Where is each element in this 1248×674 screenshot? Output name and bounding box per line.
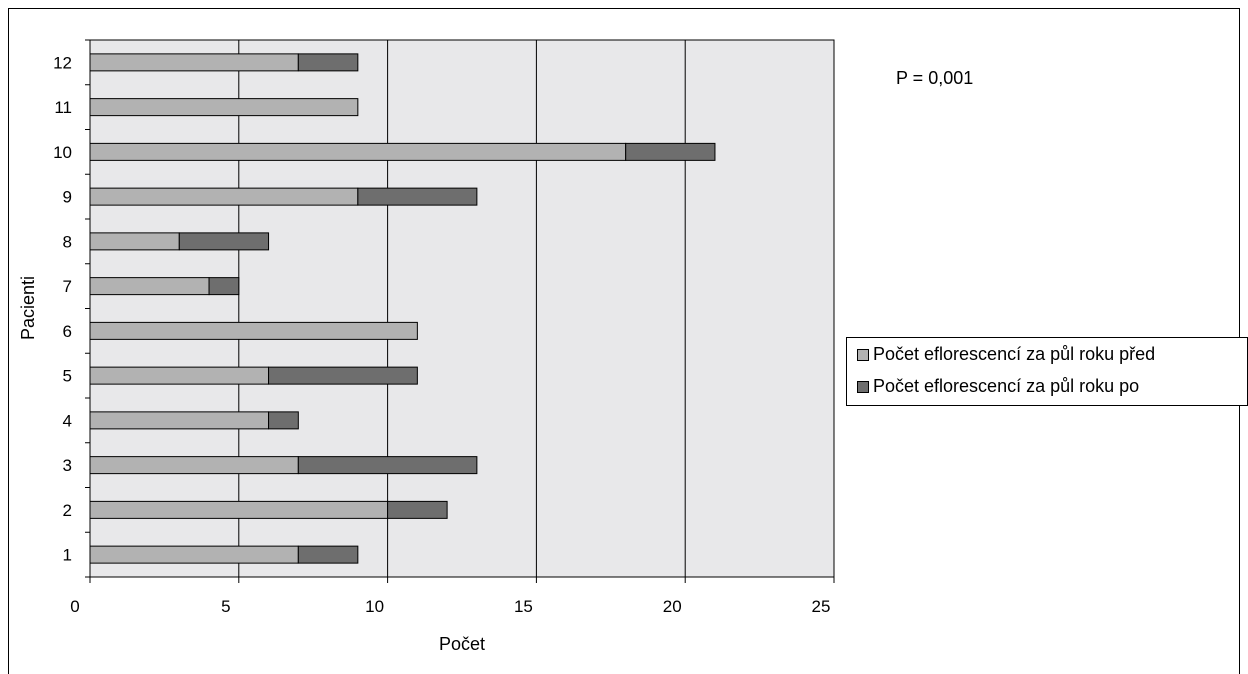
x-tick-label: 15 — [514, 597, 533, 616]
legend-swatch-before — [857, 348, 869, 361]
legend-label-after: Počet eflorescencí za půl roku po — [873, 376, 1140, 396]
y-tick-label: 8 — [63, 232, 72, 251]
y-axis-title: Pacienti — [18, 276, 38, 340]
bar-after — [297, 545, 359, 564]
legend-label-before: Počet eflorescencí za půl roku před — [873, 344, 1156, 364]
x-axis-title: Počet — [439, 634, 485, 654]
bar-before — [89, 545, 299, 564]
bar-before — [89, 500, 389, 519]
y-tick-label: 12 — [53, 53, 72, 72]
bar-before — [89, 53, 299, 72]
x-tick-label: 25 — [812, 597, 831, 616]
y-tick-label: 4 — [63, 411, 72, 430]
y-tick-label: 3 — [63, 456, 72, 475]
bar-before — [89, 98, 359, 117]
bar-after — [178, 232, 270, 251]
bar-before — [89, 142, 627, 161]
x-tick-label: 10 — [365, 597, 384, 616]
legend-item-before: Počet eflorescencí za půl roku před — [857, 344, 1155, 365]
bar-before — [89, 277, 210, 296]
x-tick-label: 5 — [221, 597, 230, 616]
y-tick-label: 6 — [63, 322, 72, 341]
legend-item-after: Počet eflorescencí za půl roku po — [857, 376, 1139, 397]
bar-before — [89, 321, 418, 340]
bar-before — [89, 232, 180, 251]
plot-area — [89, 39, 835, 578]
legend-swatch-after — [857, 380, 869, 393]
x-tick-label: 0 — [70, 597, 79, 616]
bar-before — [89, 456, 299, 475]
y-tick-label: 7 — [63, 277, 72, 296]
bar-after — [297, 456, 478, 475]
y-tick-label: 1 — [63, 546, 72, 565]
axes — [85, 39, 835, 583]
gridlines — [238, 40, 686, 577]
y-tick-label: 11 — [54, 98, 72, 117]
bar-after — [268, 366, 418, 385]
y-tick-label: 9 — [63, 188, 72, 207]
bars — [89, 53, 716, 564]
y-tick-label: 5 — [63, 367, 72, 386]
bar-before — [89, 411, 270, 430]
x-tick-label: 20 — [663, 597, 682, 616]
bar-after — [268, 411, 299, 430]
legend: Počet eflorescencí za půl roku před Poče… — [846, 337, 1248, 406]
bar-after — [387, 500, 448, 519]
y-tick-label: 10 — [53, 143, 72, 162]
y-tick-label: 2 — [63, 501, 72, 520]
bar-before — [89, 366, 270, 385]
bar-after — [297, 53, 359, 72]
bar-after — [625, 142, 716, 161]
bar-after — [357, 187, 478, 206]
p-value-annotation: P = 0,001 — [896, 68, 974, 88]
bar-after — [208, 277, 240, 296]
bar-before — [89, 187, 359, 206]
